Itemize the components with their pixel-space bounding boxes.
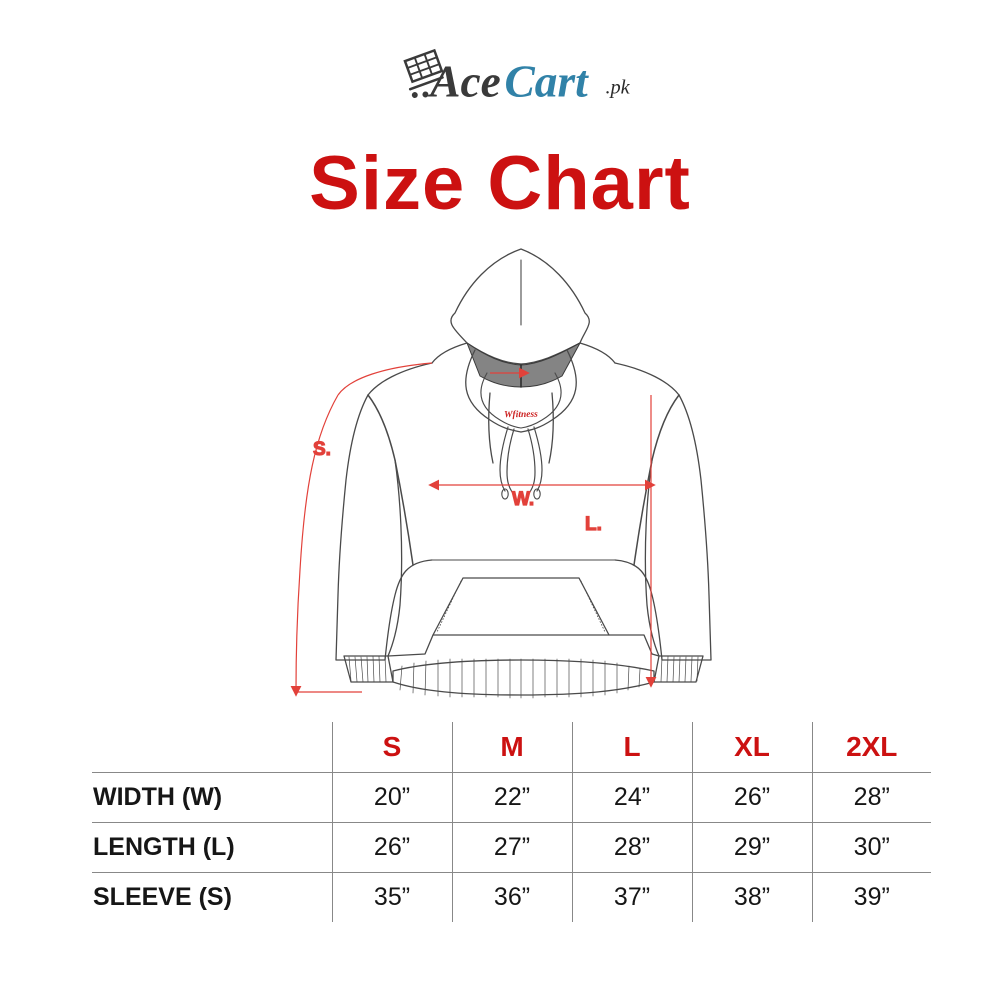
svg-text:Wfitness: Wfitness — [504, 410, 538, 421]
svg-text:W.: W. — [512, 489, 534, 510]
svg-text:S.: S. — [313, 439, 331, 460]
svg-text:Cart: Cart — [505, 57, 590, 107]
svg-text:Ace: Ace — [427, 57, 501, 107]
svg-text:.pk: .pk — [605, 77, 630, 99]
svg-text:L.: L. — [585, 514, 602, 535]
